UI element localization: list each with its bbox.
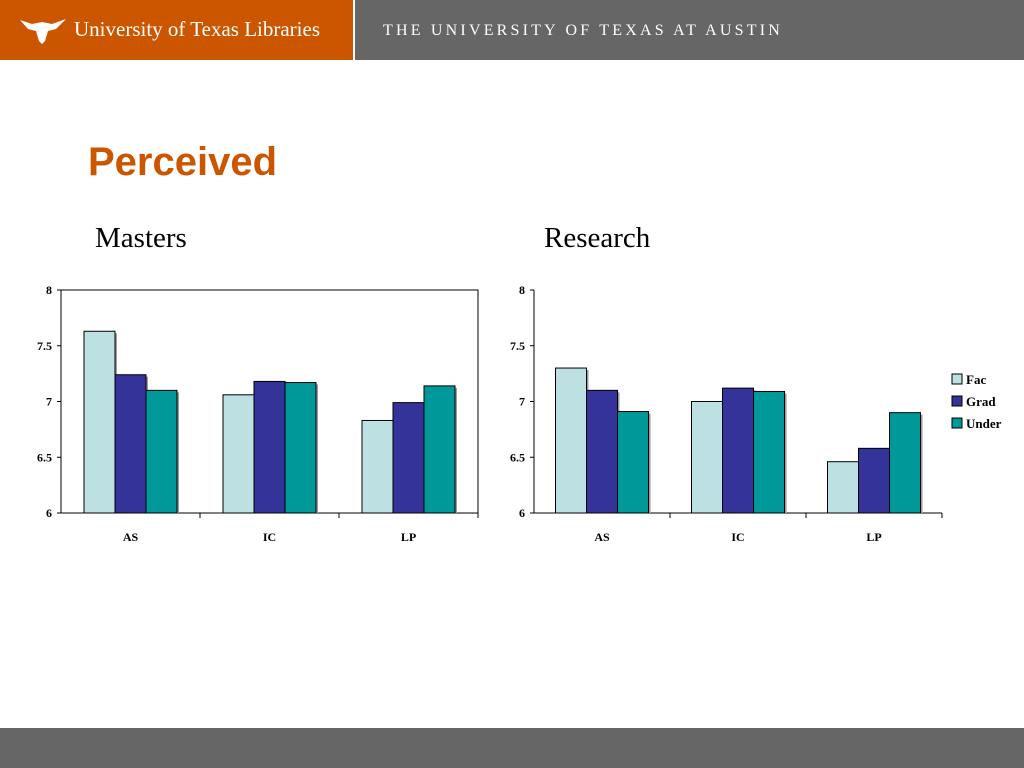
masters-bar-fac-ic xyxy=(222,394,255,514)
research-bar-under-as xyxy=(617,411,649,514)
masters-bar-fac-as xyxy=(83,330,116,514)
masters-bar-grad-lp xyxy=(392,402,425,514)
masters-chart-title: Masters xyxy=(95,222,187,254)
masters-bar-grad-as xyxy=(114,374,147,514)
research-y-tick-label: 7.5 xyxy=(510,339,525,353)
masters-bar-under-as xyxy=(145,389,178,514)
legend-label-fac: Fac xyxy=(966,372,986,387)
masters-bar-under-ic xyxy=(284,382,317,514)
masters-y-tick-label: 8 xyxy=(46,283,52,297)
masters-y-tick-label: 6.5 xyxy=(37,450,52,464)
masters-x-tick-label: LP xyxy=(401,530,416,544)
legend-label-under: Under xyxy=(966,416,1002,431)
research-y-tick-label: 7 xyxy=(519,395,525,409)
research-x-tick-label: IC xyxy=(731,530,744,544)
research-x-tick-label: AS xyxy=(594,530,610,544)
research-y-tick-label: 6 xyxy=(519,506,525,520)
slide-title: Perceived xyxy=(88,140,278,184)
legend-label-grad: Grad xyxy=(966,394,996,409)
legend-swatch-grad xyxy=(951,395,963,407)
research-bar-under-lp xyxy=(889,412,921,514)
research-bar-fac-as xyxy=(555,367,587,514)
header-divider xyxy=(353,0,355,60)
legend-swatch-fac xyxy=(951,373,963,385)
masters-x-tick-label: IC xyxy=(263,530,276,544)
research-bar-grad-ic xyxy=(722,387,754,514)
masters-y-tick-label: 7.5 xyxy=(37,339,52,353)
masters-bar-grad-ic xyxy=(253,380,286,514)
legend-swatch-under xyxy=(951,417,963,429)
research-y-tick-label: 6.5 xyxy=(510,450,525,464)
masters-bar-fac-lp xyxy=(361,419,394,514)
masters-x-tick-label: AS xyxy=(123,530,139,544)
research-bar-grad-as xyxy=(586,389,618,514)
research-y-tick-label: 8 xyxy=(519,283,525,297)
research-bar-grad-lp xyxy=(858,447,890,514)
research-chart-title: Research xyxy=(544,222,651,254)
research-x-tick-label: LP xyxy=(866,530,881,544)
university-title: THE UNIVERSITY OF TEXAS AT AUSTIN xyxy=(383,22,783,39)
masters-y-tick-label: 6 xyxy=(46,506,52,520)
research-bar-under-ic xyxy=(753,390,785,514)
research-bar-fac-ic xyxy=(691,401,723,514)
longhorn-logo-icon xyxy=(20,19,66,44)
library-title: University of Texas Libraries xyxy=(74,17,320,41)
university-banner: THE UNIVERSITY OF TEXAS AT AUSTIN xyxy=(355,0,1024,60)
masters-y-tick-label: 7 xyxy=(46,395,52,409)
research-bar-fac-lp xyxy=(827,461,859,514)
masters-bar-under-lp xyxy=(423,385,456,514)
footer-bar xyxy=(0,728,1024,768)
library-banner: University of Texas Libraries xyxy=(0,0,353,60)
